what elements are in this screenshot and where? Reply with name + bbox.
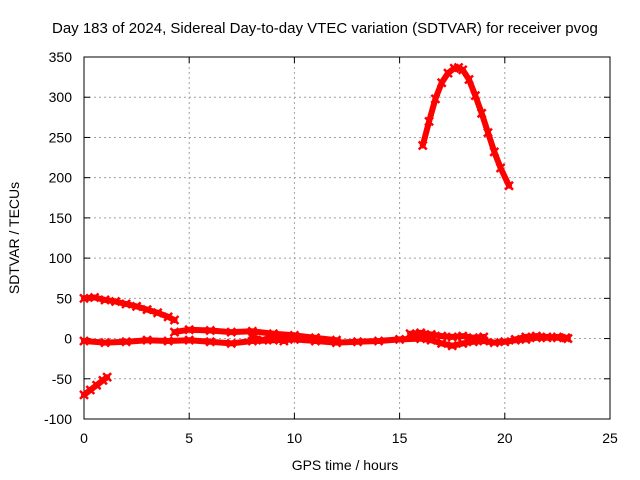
data-point — [499, 336, 510, 347]
data-point — [121, 336, 131, 347]
data-point — [89, 292, 100, 303]
grid — [84, 57, 610, 419]
series-line — [81, 294, 178, 324]
data-point — [520, 332, 531, 342]
series-negative-early — [79, 372, 113, 400]
data-point — [169, 327, 180, 338]
data-point — [470, 90, 481, 101]
data-point — [102, 372, 113, 383]
data-point — [447, 340, 458, 351]
data-point — [394, 334, 405, 345]
data-point — [436, 77, 447, 88]
data-point — [504, 180, 514, 191]
data-point — [457, 338, 468, 349]
x-tick-label: 25 — [602, 430, 618, 446]
data-point — [268, 331, 279, 342]
data-point — [489, 147, 500, 157]
data-point — [247, 332, 258, 342]
series-arc-high — [417, 62, 514, 191]
y-tick-label: 0 — [64, 331, 72, 347]
data-point — [510, 334, 521, 345]
data-point — [205, 336, 216, 347]
data-point — [184, 335, 195, 346]
data-point — [100, 295, 110, 305]
ticks: 0 5 10 15 20 25 -100 -50 0 50 100 150 200 250 300 350 — [44, 49, 618, 446]
data-point — [121, 299, 131, 309]
data-point — [163, 311, 174, 322]
data-point — [310, 332, 321, 343]
x-tick-label: 10 — [287, 430, 303, 446]
series-decay-early — [79, 292, 180, 325]
chart-title: Day 183 of 2024, Sidereal Day-to-day VTE… — [52, 20, 598, 37]
data-point — [426, 335, 437, 346]
data-point — [478, 336, 489, 346]
y-tick-label: 250 — [49, 129, 73, 145]
y-tick-label: 50 — [56, 290, 72, 306]
series-near-zero-b — [169, 324, 342, 346]
data-point — [436, 338, 447, 349]
data-point — [468, 336, 479, 347]
series-near-zero-c — [247, 331, 300, 346]
data-point — [152, 307, 163, 318]
data-marks — [79, 62, 573, 400]
y-tick-label: 150 — [49, 210, 73, 226]
data-point — [110, 296, 121, 307]
data-point — [417, 140, 428, 151]
data-point — [79, 336, 89, 346]
data-point — [457, 331, 468, 342]
data-point — [415, 333, 426, 344]
data-point — [531, 331, 542, 342]
data-point — [405, 328, 416, 339]
data-point — [289, 332, 300, 343]
data-point — [142, 335, 153, 346]
data-point — [552, 332, 563, 343]
x-tick-label: 15 — [392, 430, 408, 446]
plot-frame — [83, 56, 611, 420]
data-point — [226, 338, 237, 349]
x-axis-label: GPS time / hours — [292, 457, 399, 473]
data-point — [163, 336, 174, 346]
data-point — [79, 293, 89, 304]
data-point — [257, 335, 268, 346]
x-tick-label: 5 — [185, 430, 193, 446]
data-point — [464, 74, 474, 85]
data-point — [560, 332, 571, 343]
y-tick-label: -50 — [52, 371, 72, 387]
data-point — [100, 337, 110, 348]
data-point — [457, 64, 468, 75]
data-point — [184, 324, 195, 335]
data-point — [373, 336, 384, 346]
data-point — [352, 336, 363, 347]
series-near-zero-f — [510, 331, 571, 345]
data-point — [131, 301, 142, 312]
y-tick-label: 350 — [49, 49, 73, 65]
y-axis-label: SDTVAR / TECUs — [6, 182, 22, 294]
data-point — [226, 327, 237, 338]
data-point — [447, 332, 458, 342]
data-point — [430, 93, 441, 104]
data-point — [495, 163, 506, 173]
data-point — [331, 335, 342, 346]
data-point — [489, 337, 500, 348]
data-point — [436, 331, 447, 342]
data-point — [424, 116, 434, 127]
x-tick-label: 20 — [497, 430, 513, 446]
y-tick-label: 300 — [49, 89, 73, 105]
y-tick-label: 100 — [49, 250, 73, 266]
data-point — [476, 108, 487, 119]
series-line — [419, 64, 512, 189]
x-tick-label: 0 — [80, 430, 88, 446]
data-point — [142, 304, 153, 315]
y-tick-label: -100 — [44, 411, 72, 427]
data-point — [541, 332, 552, 342]
data-point — [278, 336, 289, 346]
data-point — [169, 315, 180, 325]
data-point — [205, 325, 216, 336]
data-point — [483, 127, 493, 138]
y-tick-label: 200 — [49, 170, 73, 186]
